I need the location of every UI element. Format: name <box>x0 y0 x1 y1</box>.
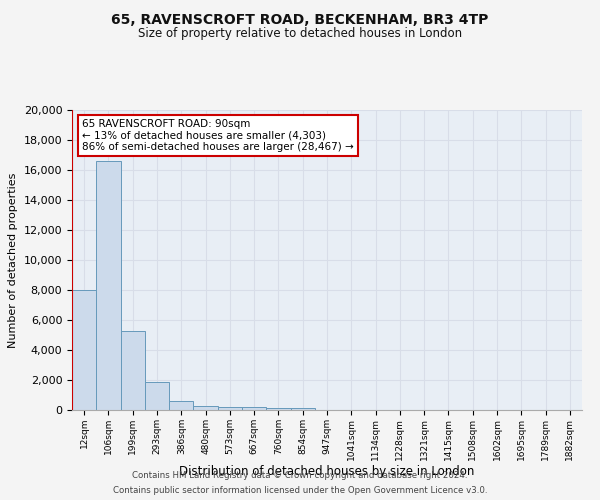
Bar <box>169 401 193 410</box>
Bar <box>290 408 315 410</box>
Text: Contains public sector information licensed under the Open Government Licence v3: Contains public sector information licen… <box>113 486 487 495</box>
Bar <box>193 406 218 410</box>
Text: Size of property relative to detached houses in London: Size of property relative to detached ho… <box>138 28 462 40</box>
Bar <box>145 382 169 410</box>
Bar <box>96 161 121 410</box>
Text: 65, RAVENSCROFT ROAD, BECKENHAM, BR3 4TP: 65, RAVENSCROFT ROAD, BECKENHAM, BR3 4TP <box>112 12 488 26</box>
Bar <box>72 290 96 410</box>
Bar <box>121 330 145 410</box>
Y-axis label: Number of detached properties: Number of detached properties <box>8 172 18 348</box>
Text: Contains HM Land Registry data © Crown copyright and database right 2024.: Contains HM Land Registry data © Crown c… <box>132 471 468 480</box>
Bar <box>218 407 242 410</box>
X-axis label: Distribution of detached houses by size in London: Distribution of detached houses by size … <box>179 466 475 478</box>
Text: 65 RAVENSCROFT ROAD: 90sqm
← 13% of detached houses are smaller (4,303)
86% of s: 65 RAVENSCROFT ROAD: 90sqm ← 13% of deta… <box>82 119 354 152</box>
Bar <box>242 408 266 410</box>
Bar <box>266 408 290 410</box>
